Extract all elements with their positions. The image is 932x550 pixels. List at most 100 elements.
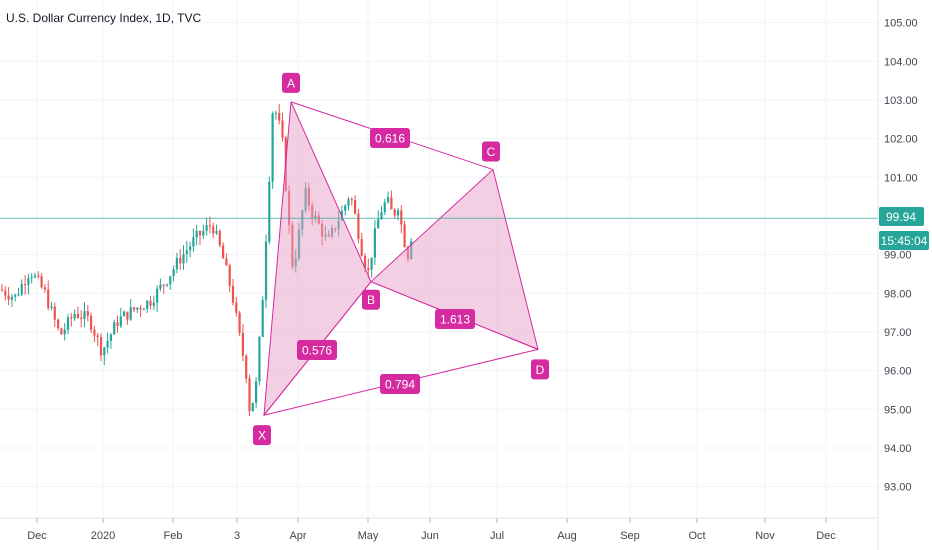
candle — [235, 296, 238, 317]
candle — [50, 301, 53, 311]
x-tick-label: Dec — [27, 530, 47, 542]
candle — [212, 222, 215, 238]
candle — [76, 306, 79, 319]
candle — [119, 307, 122, 329]
pattern-point-a: A — [282, 72, 300, 93]
candle — [10, 294, 13, 308]
x-tick-label: May — [358, 530, 379, 542]
x-tick-label: Jul — [490, 530, 504, 542]
svg-text:0.576: 0.576 — [302, 344, 332, 358]
y-tick-label: 98.00 — [884, 288, 912, 300]
candle — [169, 275, 172, 291]
candle — [192, 228, 195, 252]
candle — [47, 280, 50, 311]
candle — [264, 234, 268, 309]
candle — [66, 314, 70, 334]
candle — [99, 333, 103, 362]
x-tick-label: 2020 — [91, 530, 115, 542]
pattern-point-d: D — [531, 359, 549, 380]
candle — [189, 241, 192, 258]
candle — [17, 287, 20, 297]
y-tick-label: 94.00 — [884, 443, 912, 455]
pattern-point-c: C — [482, 141, 500, 162]
candle — [377, 210, 380, 229]
x-tick-label: Dec — [816, 530, 836, 542]
ratio-label: 0.616 — [370, 128, 410, 148]
candle — [393, 208, 396, 219]
candle — [281, 112, 284, 142]
candle — [4, 286, 7, 301]
candle — [103, 346, 106, 365]
candle — [258, 335, 261, 386]
candle — [215, 224, 218, 235]
x-tick-label: Apr — [289, 530, 306, 542]
candle — [123, 310, 126, 317]
candle — [96, 332, 99, 347]
candle — [350, 197, 353, 206]
candle — [274, 110, 277, 120]
candle — [383, 198, 386, 216]
pattern-point-x: X — [253, 425, 271, 446]
candle — [255, 377, 258, 409]
candle — [218, 229, 221, 248]
y-tick-label: 99.00 — [884, 250, 912, 262]
candle — [241, 324, 244, 362]
candle — [179, 249, 182, 270]
candle — [370, 257, 373, 279]
y-tick-label: 97.00 — [884, 327, 912, 339]
candle — [205, 217, 208, 236]
ratio-label: 0.576 — [297, 340, 337, 360]
svg-text:D: D — [536, 363, 545, 377]
svg-text:1.613: 1.613 — [440, 313, 470, 327]
candle — [403, 220, 406, 248]
pattern-point-b: B — [362, 289, 380, 310]
candle — [126, 311, 129, 325]
candle — [245, 354, 248, 384]
candle — [27, 273, 30, 295]
chart-title: U.S. Dollar Currency Index, 1D, TVC — [6, 11, 202, 25]
y-tick-label: 103.00 — [884, 95, 918, 107]
pattern-triangle-xab — [263, 101, 372, 417]
candle — [251, 402, 254, 412]
candle — [146, 299, 149, 313]
svg-text:B: B — [367, 293, 375, 307]
candle — [156, 285, 159, 312]
ratio-label: 1.613 — [435, 309, 475, 329]
current-price-tags: 99.94 15:45:04 — [879, 207, 929, 250]
candle — [7, 287, 10, 306]
candle — [165, 283, 169, 288]
price-axis: 105.00 104.00 103.00 102.00 101.00 99.00 98.00… — [884, 18, 918, 494]
candle — [202, 224, 205, 240]
x-tick-label: Oct — [688, 530, 705, 542]
svg-text:C: C — [487, 145, 496, 159]
candle — [208, 216, 211, 234]
candle — [175, 252, 178, 274]
candle — [40, 273, 43, 289]
candle — [278, 103, 281, 125]
candle — [271, 111, 274, 189]
time-axis: Dec 2020 Feb 3 Apr May Jun Jul Aug Sep Oct Nov Dec — [27, 518, 836, 542]
candle — [106, 332, 109, 354]
candle — [142, 307, 145, 311]
candle — [344, 204, 347, 216]
svg-text:0.794: 0.794 — [385, 378, 415, 392]
svg-text:A: A — [287, 76, 295, 90]
countdown-tag — [879, 231, 929, 250]
candle — [380, 206, 383, 220]
candle — [63, 323, 66, 341]
candle — [357, 208, 360, 244]
x-tick-label: Nov — [755, 530, 775, 542]
candle — [14, 293, 17, 302]
candle — [80, 310, 83, 328]
candle — [268, 176, 271, 245]
candle — [129, 299, 132, 322]
candle — [222, 242, 225, 259]
candle — [354, 195, 357, 215]
candle — [152, 295, 155, 311]
x-tick-label: Sep — [620, 530, 640, 542]
candle — [149, 296, 152, 310]
candle — [400, 205, 403, 234]
y-tick-label: 95.00 — [884, 404, 912, 416]
y-tick-label: 101.00 — [884, 172, 918, 184]
